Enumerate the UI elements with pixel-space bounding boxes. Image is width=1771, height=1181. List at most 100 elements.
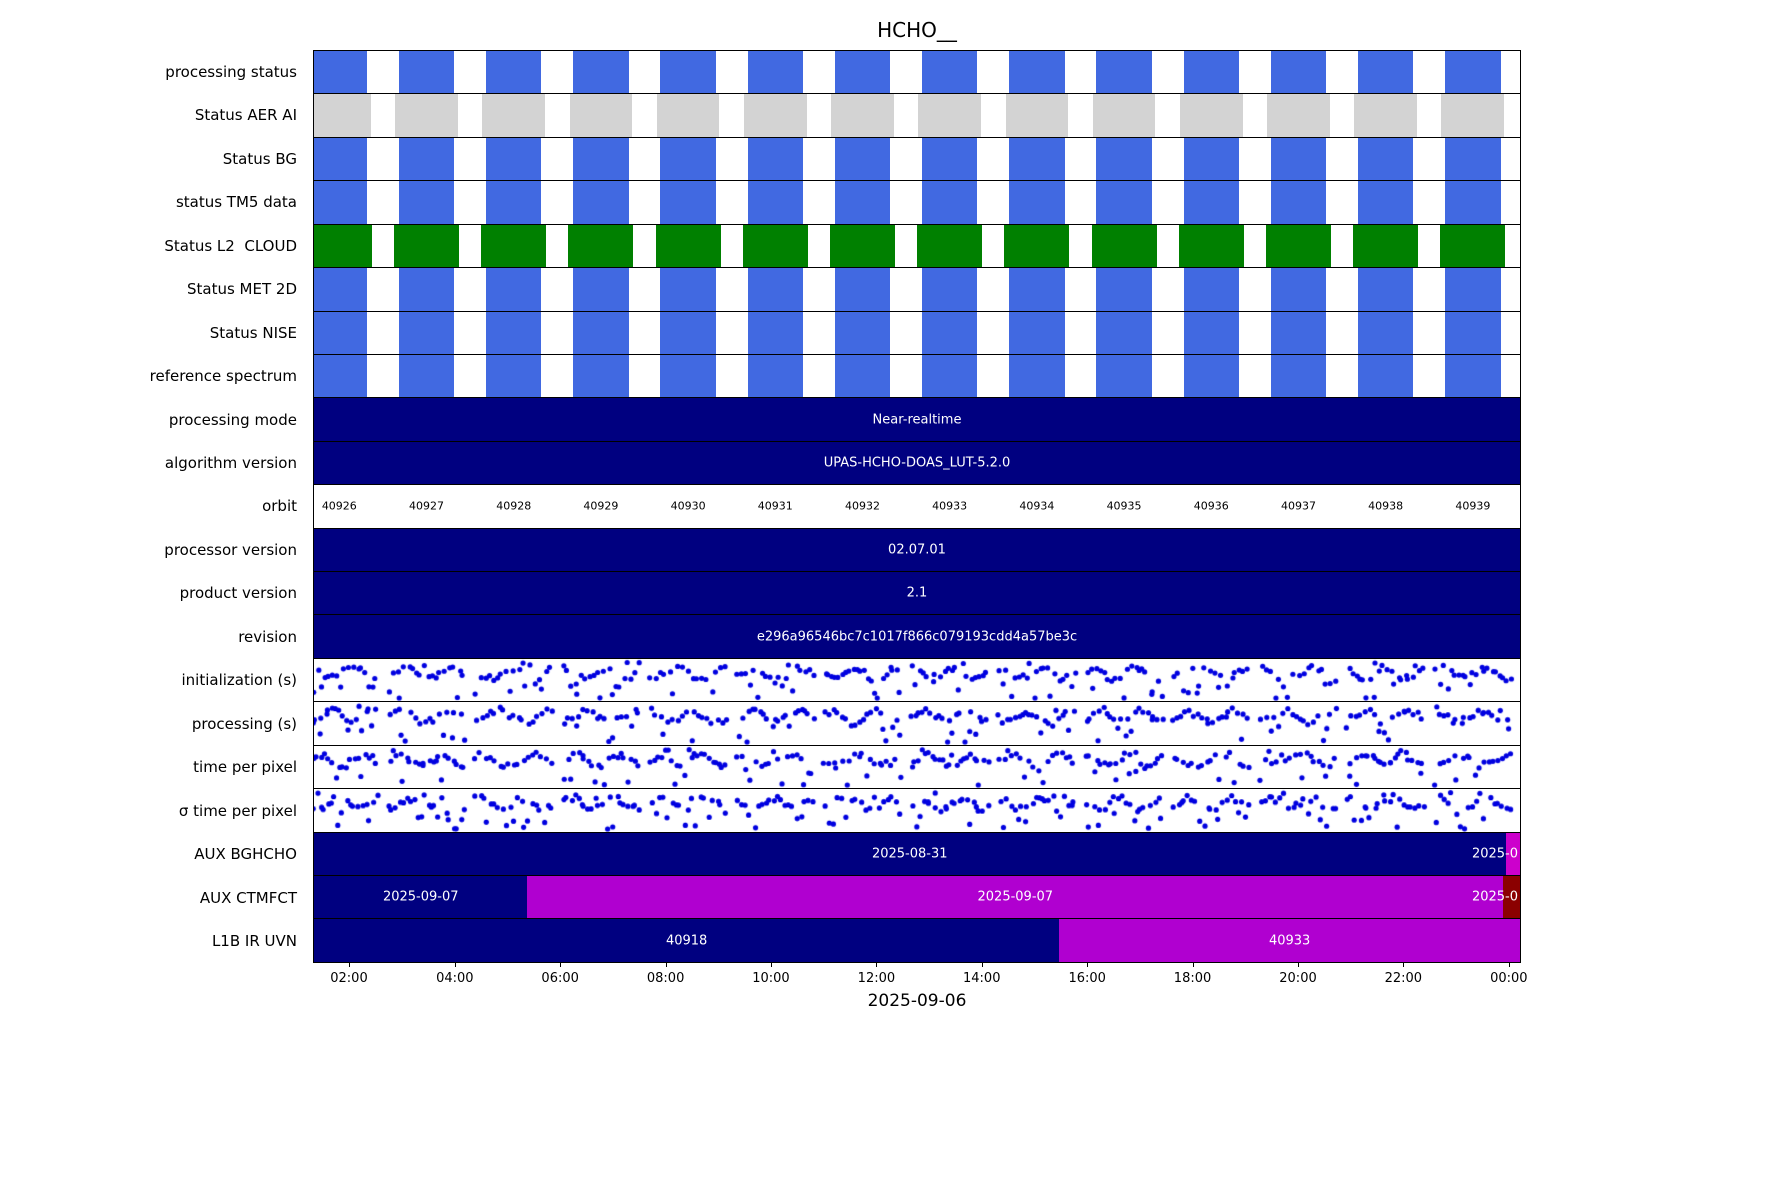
orbit-number: 40935 xyxy=(1106,499,1142,513)
x-tick-mark xyxy=(770,963,772,967)
status-block xyxy=(660,354,716,398)
row-aux-ctmfct: 2025-09-07 2025-09-07 2025-0 xyxy=(314,875,1520,919)
status-block xyxy=(1096,137,1152,181)
row-label-revision: revision xyxy=(238,627,297,646)
status-block xyxy=(1183,354,1239,398)
x-tick-mark xyxy=(1508,963,1510,967)
status-block xyxy=(1092,94,1156,137)
row-label-processing-status: processing status xyxy=(165,62,297,81)
status-block xyxy=(573,51,629,94)
status-block xyxy=(921,181,978,224)
status-block xyxy=(398,268,455,311)
status-block xyxy=(482,94,546,137)
x-tick-label: 12:00 xyxy=(857,971,896,986)
timeline-segment xyxy=(1503,876,1520,919)
row-status-tm5-data xyxy=(314,180,1520,224)
row-label-status-aer-ai: Status AER AI xyxy=(194,106,297,125)
status-block xyxy=(395,94,458,137)
full-bar xyxy=(314,572,1520,615)
chart-title: HCHO__ xyxy=(877,18,957,42)
x-tick-label: 16:00 xyxy=(1068,971,1106,986)
full-bar xyxy=(314,528,1520,572)
scatter-canvas-initialization-s xyxy=(314,658,1520,702)
orbit-number: 40927 xyxy=(409,499,445,513)
timeline-segment xyxy=(527,876,1504,919)
status-block xyxy=(921,311,978,354)
x-tick-mark xyxy=(665,963,667,967)
status-block xyxy=(1353,224,1419,268)
status-block xyxy=(747,311,804,354)
timeline-segment xyxy=(1505,832,1520,876)
row-label-product-version: product version xyxy=(179,584,297,603)
status-block xyxy=(1096,311,1152,354)
status-block xyxy=(834,51,891,94)
status-block xyxy=(314,137,368,181)
status-block xyxy=(660,137,716,181)
row-label-aux-bghcho: AUX BGHCHO xyxy=(194,845,297,864)
orbit-number: 40937 xyxy=(1280,499,1316,513)
orbit-number: 40928 xyxy=(496,499,532,513)
row-status-nise xyxy=(314,310,1520,354)
status-block xyxy=(314,94,371,137)
row-label-time-per-pixel: time per pixel xyxy=(193,758,297,777)
orbit-number: 40933 xyxy=(932,499,968,513)
row-processing-status xyxy=(314,51,1520,94)
status-block xyxy=(573,354,629,398)
segment-label: 2025-08-31 xyxy=(871,846,948,862)
status-block xyxy=(485,51,542,94)
status-block xyxy=(1357,51,1414,94)
full-bar xyxy=(314,441,1520,485)
status-block xyxy=(831,94,894,137)
status-block xyxy=(398,181,455,224)
row-time-per-pixel xyxy=(314,744,1520,789)
status-block xyxy=(1096,51,1152,94)
orbit-number: 40926 xyxy=(321,499,357,513)
status-block xyxy=(742,224,808,268)
status-block xyxy=(829,224,896,268)
status-block xyxy=(921,51,978,94)
status-block xyxy=(1009,181,1065,224)
status-block xyxy=(834,354,891,398)
status-block xyxy=(921,354,978,398)
scatter-canvas-time-per-pixel xyxy=(314,789,1520,832)
row-initialization-s xyxy=(314,657,1520,702)
row-processing-mode: Near-realtime xyxy=(314,397,1520,441)
row-product-version: 2.1 xyxy=(314,571,1520,615)
status-block xyxy=(1091,224,1157,268)
x-tick-label: 18:00 xyxy=(1173,971,1212,986)
status-block xyxy=(398,51,455,94)
status-block xyxy=(1009,268,1065,311)
timeline-segment xyxy=(314,876,528,919)
orbit-number: 40939 xyxy=(1455,499,1491,513)
x-tick-mark xyxy=(348,963,350,967)
row-aux-bghcho: 2025-08-31 2025-0 xyxy=(314,831,1520,876)
x-tick-label: 22:00 xyxy=(1384,971,1423,986)
row-label-status-nise: Status NISE xyxy=(209,323,297,342)
status-block xyxy=(1183,268,1239,311)
x-tick-label: 14:00 xyxy=(963,971,1001,986)
status-block xyxy=(660,51,716,94)
status-block xyxy=(747,268,804,311)
status-block xyxy=(1009,51,1065,94)
status-block xyxy=(918,94,982,137)
row-processing-s xyxy=(314,701,1520,745)
x-tick-mark xyxy=(560,963,562,967)
status-block xyxy=(1270,181,1327,224)
status-block xyxy=(1265,224,1331,268)
timeline-segment xyxy=(314,919,1060,962)
row-label-aux-ctmfct: AUX CTMFCT xyxy=(199,888,297,907)
status-block xyxy=(314,354,368,398)
status-block xyxy=(921,137,978,181)
status-block xyxy=(834,311,891,354)
bar-label: e296a96546bc7c1017f866c079193cdd4a57be3c xyxy=(756,629,1078,645)
status-block xyxy=(655,224,721,268)
status-block xyxy=(569,94,633,137)
status-block xyxy=(747,51,804,94)
status-block xyxy=(660,311,716,354)
orbit-number: 40936 xyxy=(1193,499,1229,513)
status-block xyxy=(921,268,978,311)
row-label-time-per-pixel: σ time per pixel xyxy=(178,801,297,820)
status-block xyxy=(1445,181,1501,224)
scatter-canvas-time-per-pixel xyxy=(314,745,1520,789)
